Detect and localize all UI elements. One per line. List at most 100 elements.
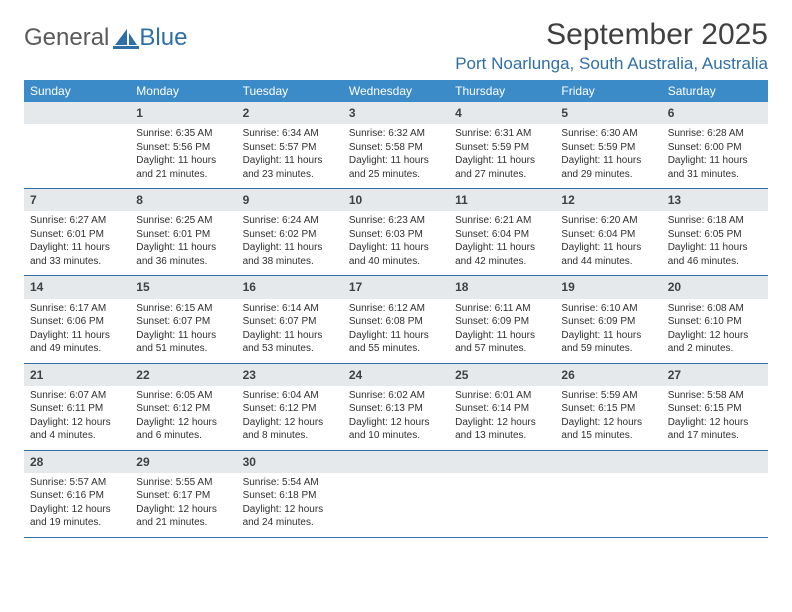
sunrise-text: Sunrise: 5:59 AM bbox=[561, 389, 655, 403]
sunset-text: Sunset: 6:08 PM bbox=[349, 315, 443, 329]
calendar-day-cell: 14Sunrise: 6:17 AMSunset: 6:06 PMDayligh… bbox=[24, 276, 130, 362]
daylight-text-1: Daylight: 12 hours bbox=[561, 416, 655, 430]
day-number: 29 bbox=[130, 451, 236, 473]
daylight-text-2: and 21 minutes. bbox=[136, 516, 230, 530]
day-body: Sunrise: 6:05 AMSunset: 6:12 PMDaylight:… bbox=[130, 386, 236, 450]
day-number bbox=[449, 451, 555, 473]
calendar-day-cell: 8Sunrise: 6:25 AMSunset: 6:01 PMDaylight… bbox=[130, 189, 236, 275]
daylight-text-2: and 29 minutes. bbox=[561, 168, 655, 182]
daylight-text-1: Daylight: 11 hours bbox=[561, 241, 655, 255]
calendar-day-cell bbox=[449, 451, 555, 537]
sunset-text: Sunset: 6:07 PM bbox=[243, 315, 337, 329]
day-body: Sunrise: 6:23 AMSunset: 6:03 PMDaylight:… bbox=[343, 211, 449, 275]
sunset-text: Sunset: 6:05 PM bbox=[668, 228, 762, 242]
daylight-text-1: Daylight: 12 hours bbox=[30, 503, 124, 517]
sunset-text: Sunset: 6:01 PM bbox=[136, 228, 230, 242]
day-number: 12 bbox=[555, 189, 661, 211]
sunset-text: Sunset: 6:17 PM bbox=[136, 489, 230, 503]
daylight-text-1: Daylight: 11 hours bbox=[668, 241, 762, 255]
daylight-text-1: Daylight: 11 hours bbox=[30, 329, 124, 343]
daylight-text-1: Daylight: 12 hours bbox=[30, 416, 124, 430]
sunrise-text: Sunrise: 6:04 AM bbox=[243, 389, 337, 403]
day-body: Sunrise: 6:08 AMSunset: 6:10 PMDaylight:… bbox=[662, 299, 768, 363]
calendar-day-cell: 2Sunrise: 6:34 AMSunset: 5:57 PMDaylight… bbox=[237, 102, 343, 188]
calendar-week-row: 7Sunrise: 6:27 AMSunset: 6:01 PMDaylight… bbox=[24, 189, 768, 276]
sunset-text: Sunset: 6:15 PM bbox=[561, 402, 655, 416]
daylight-text-2: and 57 minutes. bbox=[455, 342, 549, 356]
calendar-day-cell: 22Sunrise: 6:05 AMSunset: 6:12 PMDayligh… bbox=[130, 364, 236, 450]
daylight-text-1: Daylight: 12 hours bbox=[136, 416, 230, 430]
calendar-day-cell: 27Sunrise: 5:58 AMSunset: 6:15 PMDayligh… bbox=[662, 364, 768, 450]
sunrise-text: Sunrise: 5:58 AM bbox=[668, 389, 762, 403]
sunset-text: Sunset: 6:13 PM bbox=[349, 402, 443, 416]
day-body: Sunrise: 6:18 AMSunset: 6:05 PMDaylight:… bbox=[662, 211, 768, 275]
daylight-text-2: and 17 minutes. bbox=[668, 429, 762, 443]
sunrise-text: Sunrise: 6:10 AM bbox=[561, 302, 655, 316]
calendar-day-cell: 10Sunrise: 6:23 AMSunset: 6:03 PMDayligh… bbox=[343, 189, 449, 275]
sunset-text: Sunset: 6:09 PM bbox=[561, 315, 655, 329]
sunrise-text: Sunrise: 6:17 AM bbox=[30, 302, 124, 316]
daylight-text-2: and 59 minutes. bbox=[561, 342, 655, 356]
daylight-text-1: Daylight: 11 hours bbox=[349, 154, 443, 168]
daylight-text-2: and 10 minutes. bbox=[349, 429, 443, 443]
daylight-text-2: and 21 minutes. bbox=[136, 168, 230, 182]
day-body: Sunrise: 6:14 AMSunset: 6:07 PMDaylight:… bbox=[237, 299, 343, 363]
daylight-text-2: and 51 minutes. bbox=[136, 342, 230, 356]
sunrise-text: Sunrise: 5:55 AM bbox=[136, 476, 230, 490]
daylight-text-2: and 4 minutes. bbox=[30, 429, 124, 443]
day-body: Sunrise: 5:57 AMSunset: 6:16 PMDaylight:… bbox=[24, 473, 130, 537]
day-number: 17 bbox=[343, 276, 449, 298]
sunset-text: Sunset: 6:09 PM bbox=[455, 315, 549, 329]
calendar-week-row: 28Sunrise: 5:57 AMSunset: 6:16 PMDayligh… bbox=[24, 451, 768, 538]
sunrise-text: Sunrise: 6:08 AM bbox=[668, 302, 762, 316]
day-body: Sunrise: 6:31 AMSunset: 5:59 PMDaylight:… bbox=[449, 124, 555, 188]
weekday-label: Saturday bbox=[662, 80, 768, 102]
calendar-day-cell: 15Sunrise: 6:15 AMSunset: 6:07 PMDayligh… bbox=[130, 276, 236, 362]
sunrise-text: Sunrise: 5:54 AM bbox=[243, 476, 337, 490]
calendar-day-cell: 13Sunrise: 6:18 AMSunset: 6:05 PMDayligh… bbox=[662, 189, 768, 275]
day-number: 15 bbox=[130, 276, 236, 298]
daylight-text-2: and 27 minutes. bbox=[455, 168, 549, 182]
sunrise-text: Sunrise: 6:20 AM bbox=[561, 214, 655, 228]
day-number: 24 bbox=[343, 364, 449, 386]
weekday-label: Friday bbox=[555, 80, 661, 102]
day-number bbox=[24, 102, 130, 124]
sunset-text: Sunset: 6:06 PM bbox=[30, 315, 124, 329]
daylight-text-1: Daylight: 11 hours bbox=[349, 329, 443, 343]
calendar-day-cell: 19Sunrise: 6:10 AMSunset: 6:09 PMDayligh… bbox=[555, 276, 661, 362]
sunset-text: Sunset: 6:15 PM bbox=[668, 402, 762, 416]
day-body: Sunrise: 6:27 AMSunset: 6:01 PMDaylight:… bbox=[24, 211, 130, 275]
sunrise-text: Sunrise: 6:21 AM bbox=[455, 214, 549, 228]
weekday-label: Tuesday bbox=[237, 80, 343, 102]
day-number: 8 bbox=[130, 189, 236, 211]
daylight-text-2: and 25 minutes. bbox=[349, 168, 443, 182]
daylight-text-1: Daylight: 11 hours bbox=[561, 329, 655, 343]
day-number: 26 bbox=[555, 364, 661, 386]
day-number: 13 bbox=[662, 189, 768, 211]
sunset-text: Sunset: 6:16 PM bbox=[30, 489, 124, 503]
sunrise-text: Sunrise: 6:02 AM bbox=[349, 389, 443, 403]
logo-text-2: Blue bbox=[139, 24, 187, 52]
calendar-day-cell bbox=[24, 102, 130, 188]
daylight-text-2: and 23 minutes. bbox=[243, 168, 337, 182]
day-number: 21 bbox=[24, 364, 130, 386]
day-number bbox=[343, 451, 449, 473]
daylight-text-1: Daylight: 12 hours bbox=[243, 416, 337, 430]
day-number: 4 bbox=[449, 102, 555, 124]
day-number: 18 bbox=[449, 276, 555, 298]
day-number: 5 bbox=[555, 102, 661, 124]
calendar-day-cell: 6Sunrise: 6:28 AMSunset: 6:00 PMDaylight… bbox=[662, 102, 768, 188]
daylight-text-2: and 44 minutes. bbox=[561, 255, 655, 269]
calendar-day-cell: 12Sunrise: 6:20 AMSunset: 6:04 PMDayligh… bbox=[555, 189, 661, 275]
day-number bbox=[662, 451, 768, 473]
sunrise-text: Sunrise: 5:57 AM bbox=[30, 476, 124, 490]
daylight-text-1: Daylight: 11 hours bbox=[30, 241, 124, 255]
sunrise-text: Sunrise: 6:27 AM bbox=[30, 214, 124, 228]
calendar-day-cell: 3Sunrise: 6:32 AMSunset: 5:58 PMDaylight… bbox=[343, 102, 449, 188]
day-body: Sunrise: 6:04 AMSunset: 6:12 PMDaylight:… bbox=[237, 386, 343, 450]
weekday-header: Sunday Monday Tuesday Wednesday Thursday… bbox=[24, 80, 768, 102]
daylight-text-1: Daylight: 12 hours bbox=[455, 416, 549, 430]
calendar-day-cell: 11Sunrise: 6:21 AMSunset: 6:04 PMDayligh… bbox=[449, 189, 555, 275]
calendar-day-cell: 20Sunrise: 6:08 AMSunset: 6:10 PMDayligh… bbox=[662, 276, 768, 362]
day-body: Sunrise: 6:02 AMSunset: 6:13 PMDaylight:… bbox=[343, 386, 449, 450]
